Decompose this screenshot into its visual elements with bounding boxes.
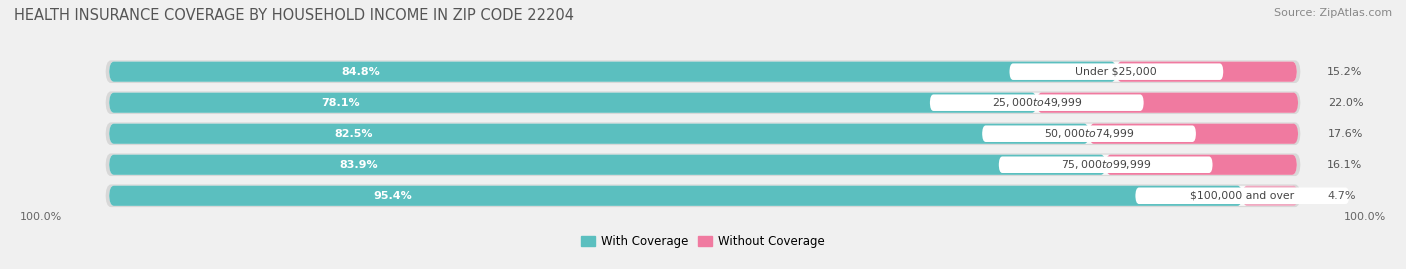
Text: $100,000 and over: $100,000 and over (1191, 191, 1295, 201)
Text: 16.1%: 16.1% (1327, 160, 1362, 170)
FancyBboxPatch shape (110, 186, 1296, 206)
Legend: With Coverage, Without Coverage: With Coverage, Without Coverage (576, 230, 830, 253)
Text: 100.0%: 100.0% (1344, 212, 1386, 222)
Text: 100.0%: 100.0% (20, 212, 62, 222)
FancyBboxPatch shape (998, 157, 1212, 173)
Text: 84.8%: 84.8% (342, 67, 380, 77)
FancyBboxPatch shape (110, 124, 1296, 144)
FancyBboxPatch shape (110, 155, 1105, 175)
FancyBboxPatch shape (110, 186, 1243, 206)
FancyBboxPatch shape (105, 60, 1301, 83)
Text: HEALTH INSURANCE COVERAGE BY HOUSEHOLD INCOME IN ZIP CODE 22204: HEALTH INSURANCE COVERAGE BY HOUSEHOLD I… (14, 8, 574, 23)
FancyBboxPatch shape (110, 155, 1296, 175)
FancyBboxPatch shape (110, 62, 1296, 82)
Text: 78.1%: 78.1% (322, 98, 360, 108)
FancyBboxPatch shape (110, 93, 1296, 113)
FancyBboxPatch shape (105, 153, 1301, 176)
FancyBboxPatch shape (1036, 93, 1298, 113)
FancyBboxPatch shape (110, 93, 1036, 113)
Text: 22.0%: 22.0% (1327, 98, 1364, 108)
Text: $25,000 to $49,999: $25,000 to $49,999 (991, 96, 1083, 109)
Text: 83.9%: 83.9% (339, 160, 378, 170)
FancyBboxPatch shape (1136, 187, 1350, 204)
Text: Under $25,000: Under $25,000 (1076, 67, 1157, 77)
Text: 17.6%: 17.6% (1327, 129, 1364, 139)
FancyBboxPatch shape (105, 185, 1301, 207)
FancyBboxPatch shape (983, 125, 1197, 142)
FancyBboxPatch shape (1090, 124, 1298, 144)
Text: 82.5%: 82.5% (335, 129, 374, 139)
FancyBboxPatch shape (105, 91, 1301, 114)
Text: $50,000 to $74,999: $50,000 to $74,999 (1043, 127, 1135, 140)
Text: 15.2%: 15.2% (1327, 67, 1362, 77)
FancyBboxPatch shape (110, 124, 1090, 144)
Text: Source: ZipAtlas.com: Source: ZipAtlas.com (1274, 8, 1392, 18)
Text: 95.4%: 95.4% (373, 191, 412, 201)
FancyBboxPatch shape (105, 122, 1301, 145)
FancyBboxPatch shape (929, 94, 1143, 111)
FancyBboxPatch shape (1010, 63, 1223, 80)
Text: 4.7%: 4.7% (1327, 191, 1357, 201)
FancyBboxPatch shape (1116, 62, 1296, 82)
FancyBboxPatch shape (110, 62, 1116, 82)
FancyBboxPatch shape (1105, 155, 1296, 175)
FancyBboxPatch shape (1243, 186, 1298, 206)
Text: $75,000 to $99,999: $75,000 to $99,999 (1060, 158, 1152, 171)
